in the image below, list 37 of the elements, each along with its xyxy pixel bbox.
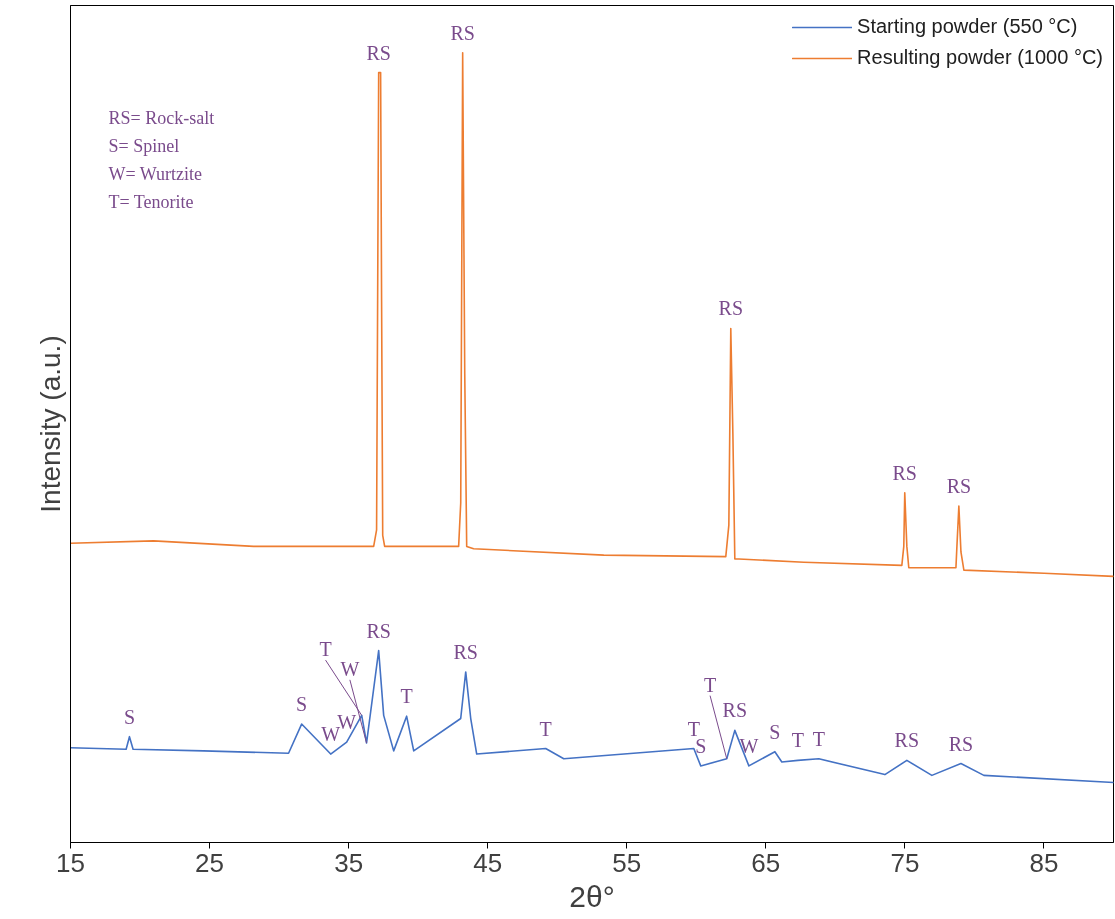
annotation: RS <box>718 297 744 320</box>
annotation: T <box>812 727 825 750</box>
x-axis-title: 2θ° <box>569 879 615 913</box>
x-tick-label: 85 <box>1029 847 1059 878</box>
annotation: T <box>400 685 413 708</box>
legend-label: Starting powder (550 °C) <box>857 15 1078 38</box>
annotation: T <box>319 638 332 661</box>
x-tick-label: 45 <box>473 847 503 878</box>
annotation: S <box>123 705 136 728</box>
annotation: T <box>791 729 804 752</box>
annotation: RS <box>894 729 920 752</box>
x-tick-label: 35 <box>334 847 364 878</box>
annotation: RS <box>366 41 391 64</box>
legend-label: Resulting powder (1000 °C) <box>857 46 1103 69</box>
x-tick-label: 55 <box>612 847 642 878</box>
annotation: RS <box>366 619 391 642</box>
annotation: RS <box>450 21 475 44</box>
annotation: S= Spinel <box>108 135 180 156</box>
annotation: RS= Rock-salt <box>108 107 215 128</box>
x-tick-label: 25 <box>195 847 225 878</box>
annotation: RS <box>453 640 478 663</box>
annotation: W <box>340 657 360 680</box>
annotation: RS <box>722 699 748 722</box>
annotation: S <box>769 720 781 743</box>
annotation: T <box>539 717 552 740</box>
annotation: RS <box>946 475 972 498</box>
annotation: S <box>296 693 308 716</box>
annotation: T= Tenorite <box>108 191 194 212</box>
annotation: W <box>321 723 341 746</box>
annotation: RS <box>948 732 974 755</box>
x-tick-label: 65 <box>751 847 781 878</box>
annotation: RS <box>892 461 917 484</box>
annotation: T <box>703 673 717 696</box>
y-axis-title: Intensity (a.u.) <box>34 335 66 513</box>
annotation: W= Wurtzite <box>108 163 203 184</box>
x-tick-label: 15 <box>56 847 85 878</box>
x-tick-label: 75 <box>890 847 920 878</box>
